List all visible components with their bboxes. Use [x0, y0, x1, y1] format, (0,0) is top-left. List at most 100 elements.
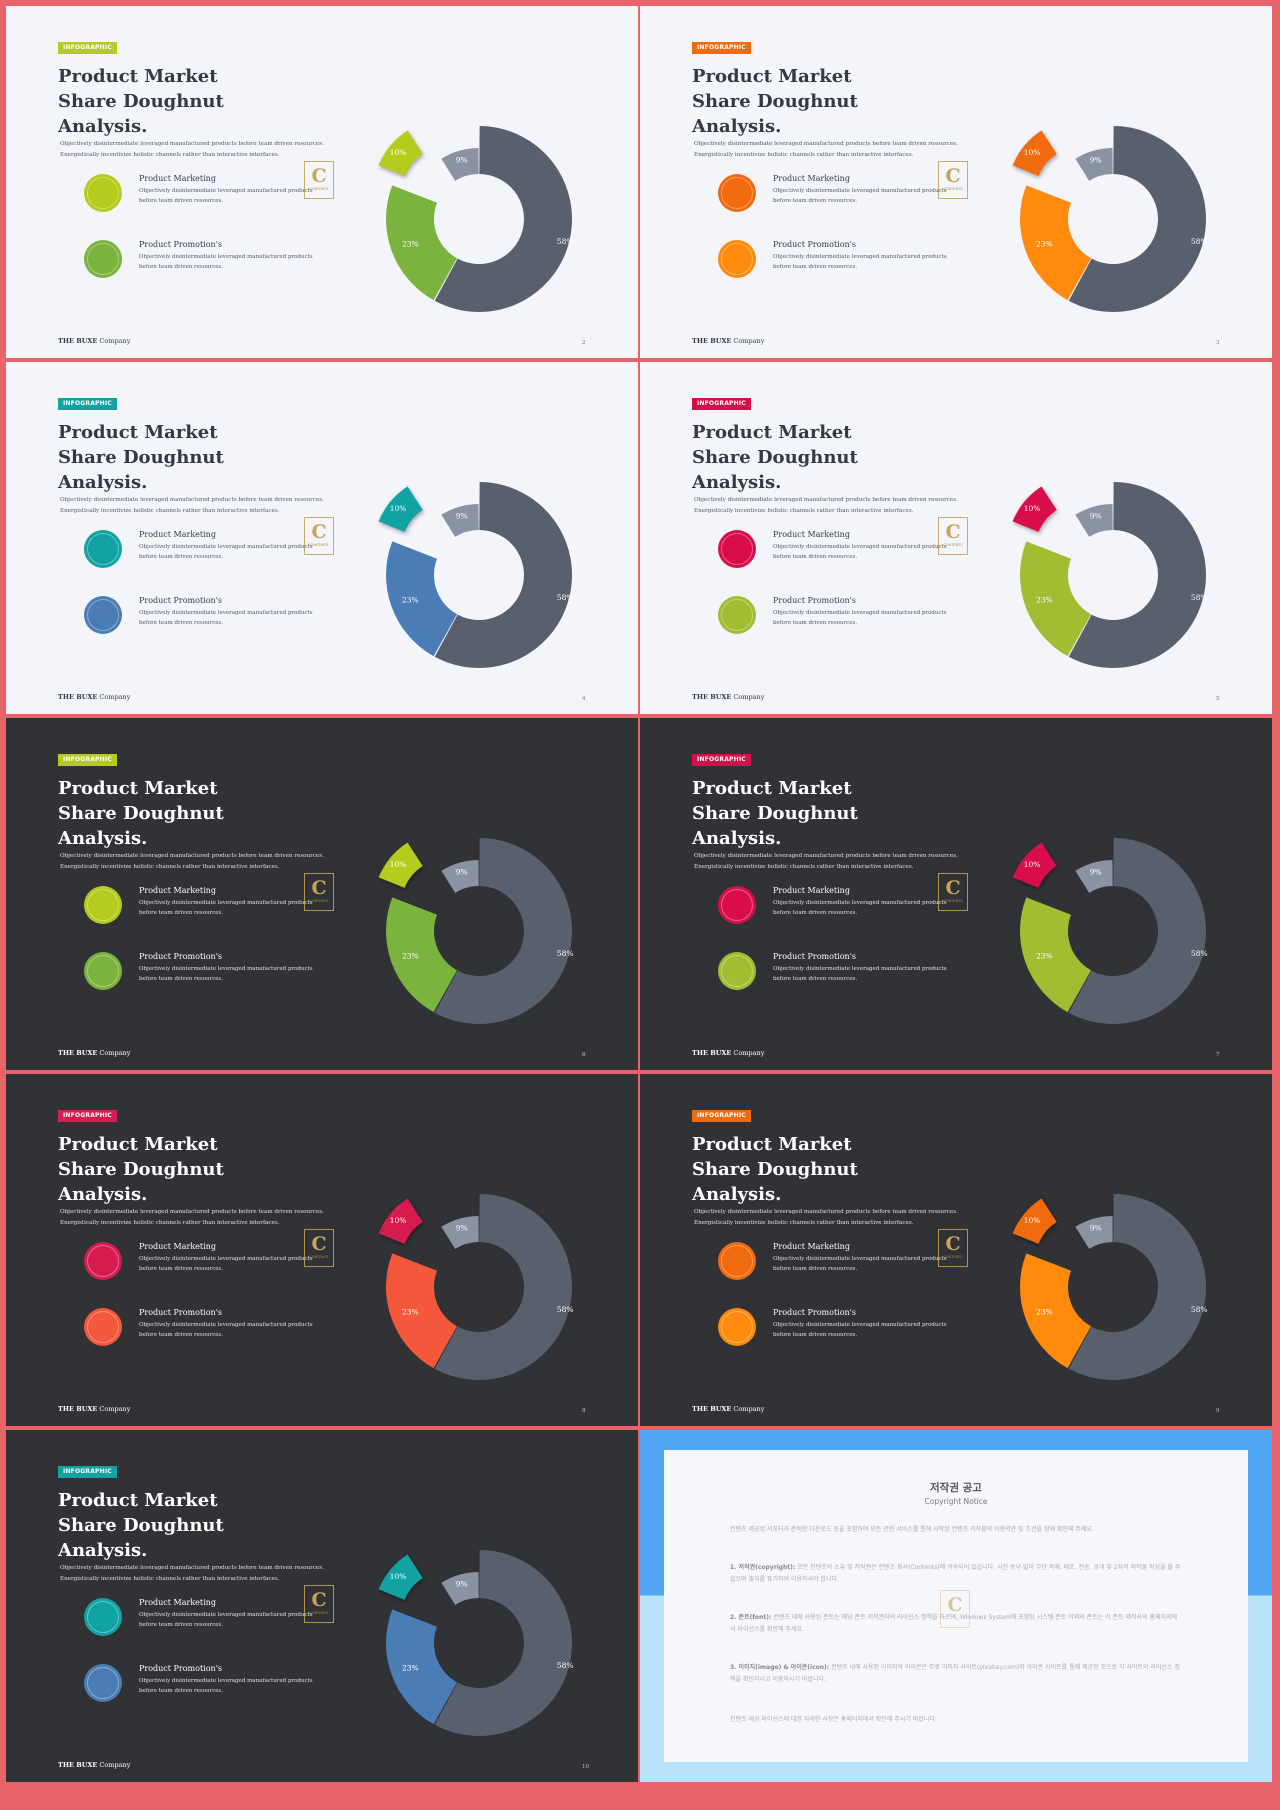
doughnut-slice: [434, 1550, 572, 1736]
doughnut-slice-group: 23%: [1020, 541, 1092, 657]
slice-label: 9%: [1090, 511, 1102, 520]
doughnut-slice-group: 58%: [434, 126, 574, 313]
footer-company: THE BUXE Company: [692, 693, 764, 701]
slice-label: 58%: [1191, 237, 1208, 246]
title-line-2: Share Doughnut Analysis.: [58, 447, 224, 493]
marketing-text: Objectively disintermediate leveraged ma…: [139, 898, 319, 918]
footer-brand: THE BUXE: [58, 337, 98, 345]
slice-label: 10%: [390, 1572, 407, 1581]
item-text-line-1: Objectively disintermediate leveraged ma…: [773, 254, 947, 260]
contents-logo: C CONTENTS: [304, 1585, 334, 1623]
logo-letter: C: [311, 1589, 327, 1611]
doughnut-slice-group: 10%: [378, 842, 423, 888]
doughnut-slice: [441, 504, 479, 537]
slice-label: 23%: [402, 952, 419, 961]
footer-rest: Company: [731, 1405, 765, 1413]
promotion-text: Objectively disintermediate leveraged ma…: [773, 252, 953, 272]
promotion-text: Objectively disintermediate leveraged ma…: [773, 608, 953, 628]
slice-label: 10%: [390, 504, 407, 513]
description-line-1: Objectively disintermediate leveraged ma…: [60, 853, 324, 859]
marketing-dot: [84, 1242, 122, 1280]
slice-label: 58%: [1191, 949, 1208, 958]
footer-rest: Company: [97, 1049, 131, 1057]
description-line-1: Objectively disintermediate leveraged ma…: [60, 141, 324, 147]
section-label: 2. 폰트(font):: [730, 1614, 772, 1621]
infographic-badge: INFOGRAPHIC: [692, 398, 751, 410]
slide-title: Product Market Share Doughnut Analysis.: [58, 1132, 318, 1207]
description: Objectively disintermediate leveraged ma…: [694, 495, 964, 517]
doughnut-slice: [386, 1609, 458, 1725]
slice-label: 23%: [402, 596, 419, 605]
page-number: 6: [582, 1052, 586, 1058]
doughnut-slice-group: 9%: [441, 504, 479, 537]
infographic-badge: INFOGRAPHIC: [692, 42, 751, 54]
doughnut-slice-group: 23%: [386, 185, 458, 301]
promotion-title: Product Promotion's: [773, 596, 857, 605]
promotion-dot: [718, 952, 756, 990]
footer-rest: Company: [97, 693, 131, 701]
section-label: 3. 이미지(image) & 아이콘(icon):: [730, 1664, 830, 1671]
promotion-title: Product Promotion's: [139, 1664, 223, 1673]
logo-text: CONTENTS: [309, 543, 329, 547]
doughnut-slice: [1068, 838, 1206, 1024]
page-number: 10: [582, 1764, 589, 1770]
promotion-dot: [718, 240, 756, 278]
description-line-1: Objectively disintermediate leveraged ma…: [60, 497, 324, 503]
doughnut-slice: [378, 842, 423, 888]
item-text-line-1: Objectively disintermediate leveraged ma…: [773, 544, 947, 550]
slice-label: 23%: [402, 240, 419, 249]
marketing-text: Objectively disintermediate leveraged ma…: [139, 1610, 319, 1630]
logo-letter: C: [947, 1594, 963, 1616]
doughnut-chart: 58% 23% 10% 9%: [1012, 838, 1208, 1024]
footer-company: THE BUXE Company: [58, 1761, 130, 1769]
footer-rest: Company: [731, 1049, 765, 1057]
promotion-title: Product Promotion's: [139, 952, 223, 961]
doughnut-slice: [434, 482, 572, 668]
footer-rest: Company: [97, 1405, 131, 1413]
item-text-line-1: Objectively disintermediate leveraged ma…: [139, 1612, 313, 1618]
doughnut-slice: [1020, 1253, 1092, 1369]
item-text-line-2: before team driven resources.: [773, 1266, 858, 1272]
footer-brand: THE BUXE: [58, 1049, 98, 1057]
slice-label: 9%: [456, 1223, 468, 1232]
marketing-text: Objectively disintermediate leveraged ma…: [139, 186, 319, 206]
title-line-1: Product Market: [692, 1134, 852, 1155]
slice-label: 10%: [390, 148, 407, 157]
footer-company: THE BUXE Company: [692, 1405, 764, 1413]
doughnut-chart: 58% 23% 10% 9%: [378, 126, 574, 313]
item-text-line-1: Objectively disintermediate leveraged ma…: [139, 254, 313, 260]
page-number: 7: [1216, 1052, 1220, 1058]
slice-label: 23%: [1036, 1308, 1053, 1317]
item-text-line-2: before team driven resources.: [773, 910, 858, 916]
copyright-slide: 저작권 공고 Copyright Notice 컨텐츠 제공업 서포터가 준비한 다…: [640, 1430, 1272, 1782]
title-line-1: Product Market: [692, 66, 852, 87]
item-text-line-2: before team driven resources.: [139, 554, 224, 560]
doughnut-chart: 58% 23% 10% 9%: [378, 482, 574, 668]
slice-label: 10%: [1024, 148, 1041, 157]
title-line-2: Share Doughnut Analysis.: [692, 91, 858, 137]
doughnut-chart: 58% 23% 10% 9%: [1012, 1194, 1208, 1380]
item-text-line-2: before team driven resources.: [139, 1622, 224, 1628]
doughnut-slice-group: 23%: [386, 1609, 458, 1725]
doughnut-slice: [386, 897, 458, 1013]
promotion-title: Product Promotion's: [139, 240, 223, 249]
promotion-text: Objectively disintermediate leveraged ma…: [773, 964, 953, 984]
promotion-dot: [84, 596, 122, 634]
promotion-text: Objectively disintermediate leveraged ma…: [139, 1320, 319, 1340]
marketing-dot: [718, 174, 756, 212]
slice-label: 58%: [1191, 593, 1208, 602]
marketing-title: Product Marketing: [773, 174, 850, 183]
infographic-badge: INFOGRAPHIC: [58, 42, 117, 54]
slice-label: 10%: [1024, 504, 1041, 513]
contents-logo: C CONTENTS: [938, 1229, 968, 1267]
description: Objectively disintermediate leveraged ma…: [60, 851, 330, 873]
logo-text: CONTENTS: [309, 899, 329, 903]
slice-label: 9%: [1090, 155, 1102, 164]
footer-brand: THE BUXE: [692, 1049, 732, 1057]
promotion-text: Objectively disintermediate leveraged ma…: [139, 252, 319, 272]
slice-label: 23%: [402, 1664, 419, 1673]
slide: INFOGRAPHIC Product Market Share Doughnut …: [640, 718, 1272, 1070]
title-line-2: Share Doughnut Analysis.: [692, 1159, 858, 1205]
slice-label: 58%: [557, 1661, 574, 1670]
